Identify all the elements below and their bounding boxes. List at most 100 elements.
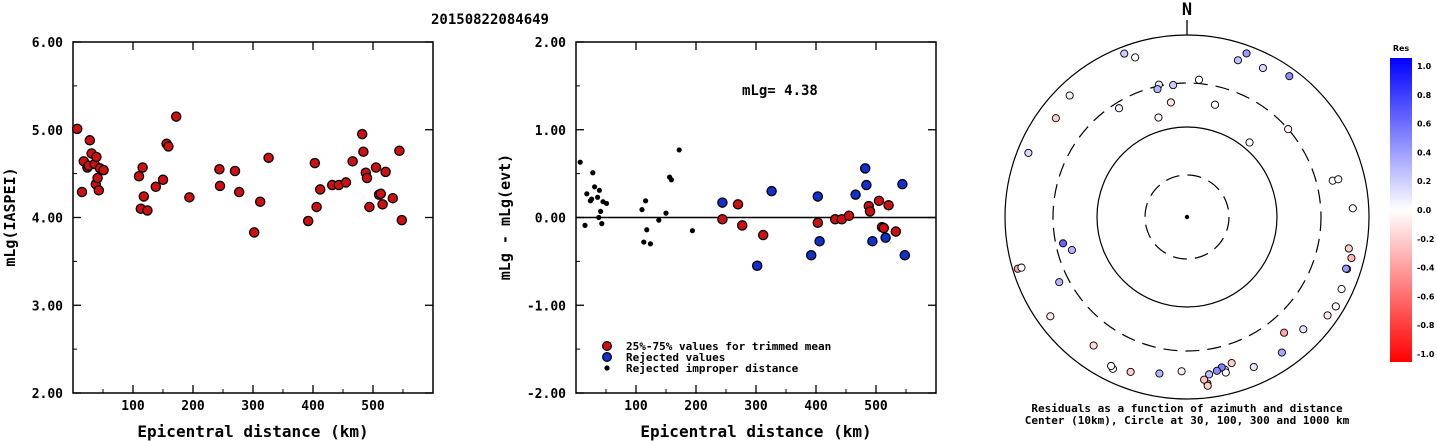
- data-point: [377, 199, 388, 210]
- residual-point: [1200, 375, 1209, 384]
- data-point: [98, 164, 109, 176]
- data-point: [878, 222, 890, 234]
- data-point-improper-distance: [584, 191, 590, 197]
- data-point: [387, 192, 399, 204]
- data-point-improper-distance: [598, 208, 604, 214]
- colorbar-tick-label: 0.4: [1417, 148, 1432, 157]
- data-point: [138, 191, 150, 202]
- residual-point: [1131, 53, 1140, 62]
- data-point: [364, 201, 375, 213]
- data-point: [170, 111, 182, 122]
- residual-point: [1194, 75, 1204, 84]
- data-point: [254, 196, 266, 207]
- residual-point: [1177, 367, 1186, 376]
- data-point-improper-distance: [582, 222, 588, 228]
- ring-300km: [1052, 82, 1322, 352]
- data-point-rejected: [766, 185, 777, 197]
- data-point-rejected: [812, 191, 824, 202]
- x-tick-label: 500: [864, 399, 888, 414]
- epicenter-marker: [1184, 214, 1190, 220]
- data-point: [732, 199, 744, 210]
- data-point: [358, 146, 369, 157]
- data-point: [314, 184, 326, 195]
- residual-point: [1051, 114, 1060, 123]
- data-point: [843, 210, 855, 221]
- residual-point: [1277, 348, 1286, 357]
- chart-2-y-axis-label: mLg - mLg(evt): [496, 154, 514, 280]
- data-point: [873, 195, 885, 207]
- ring-1000km: [1004, 34, 1370, 400]
- x-tick-label: 100: [624, 399, 648, 414]
- residual-point: [1337, 285, 1346, 294]
- data-point-improper-distance: [668, 177, 675, 183]
- data-point-improper-distance: [643, 198, 649, 204]
- residual-point: [1212, 366, 1221, 375]
- residual-point: [1249, 362, 1258, 372]
- data-point-rejected: [805, 249, 817, 261]
- residual-point: [1126, 367, 1135, 376]
- data-point-improper-distance: [676, 147, 682, 153]
- data-point-improper-distance: [663, 210, 669, 216]
- data-point: [214, 163, 225, 175]
- residual-point: [1155, 369, 1164, 378]
- data-point-rejected: [814, 235, 825, 247]
- colorbar-tick-label: 0.8: [1417, 91, 1432, 100]
- data-point: [396, 214, 408, 226]
- data-point-improper-distance: [596, 214, 602, 221]
- residual-point: [1299, 325, 1308, 334]
- residual-point: [1065, 91, 1074, 100]
- x-tick-label: 400: [804, 399, 828, 414]
- data-point: [302, 215, 314, 227]
- residual-point: [1227, 359, 1236, 368]
- colorbar-tick-label: 0.0: [1417, 206, 1432, 215]
- data-point-improper-distance: [595, 194, 601, 200]
- chart-1: 100 200 300 400 500 2.00 3.00 4.00 5.00 6.00 mLg(…: [1, 36, 434, 441]
- residual-point: [1203, 381, 1212, 390]
- data-point-improper-distance: [644, 227, 650, 233]
- data-point: [309, 157, 321, 169]
- data-point: [347, 156, 358, 167]
- data-point: [184, 192, 195, 203]
- data-point: [92, 172, 103, 184]
- legend-label: Rejected improper distance: [626, 362, 799, 375]
- legend-label: 25%-75% values for trimmed mean: [626, 340, 831, 353]
- data-point: [375, 188, 387, 200]
- data-point-improper-distance: [639, 207, 645, 213]
- residual-point: [1089, 341, 1098, 350]
- residual-point: [1284, 125, 1293, 134]
- north-label: N: [1182, 0, 1192, 20]
- data-point: [736, 220, 748, 231]
- data-point-rejected: [861, 179, 872, 191]
- y-tick-label: -1.00: [527, 299, 566, 314]
- data-point-rejected: [897, 178, 908, 190]
- data-point: [91, 151, 102, 163]
- residual-point: [1258, 63, 1267, 73]
- data-point-rejected: [850, 189, 861, 200]
- data-point: [883, 199, 894, 211]
- residual-point: [1285, 72, 1294, 81]
- residual-point: [1114, 104, 1124, 113]
- residual-point: [1055, 278, 1064, 287]
- residual-point: [1334, 175, 1343, 184]
- chart-3: N Residuals as a function of azimuth and…: [1004, 0, 1370, 427]
- residual-point: [1245, 138, 1254, 147]
- data-point-improper-distance: [604, 200, 610, 207]
- polar-caption-line-1: Residuals as a function of azimuth and d…: [1031, 402, 1343, 415]
- data-point-improper-distance: [656, 217, 662, 223]
- residual-point: [1107, 361, 1116, 371]
- legend-marker: [604, 365, 610, 371]
- data-point: [150, 181, 162, 193]
- residual-point: [1242, 49, 1251, 58]
- data-point-improper-distance: [590, 170, 596, 176]
- residual-point: [1024, 148, 1033, 157]
- residual-point: [1347, 253, 1356, 263]
- residual-point: [1323, 311, 1332, 320]
- residual-point: [1233, 56, 1242, 65]
- colorbar-title: Res: [1393, 44, 1410, 53]
- chart-1-y-axis-label: mLg(IASPEI): [1, 167, 19, 266]
- colorbar-tick-label: -0.2: [1417, 235, 1435, 244]
- legend-marker: [601, 352, 612, 363]
- data-point: [93, 185, 105, 196]
- colorbar-tick-label: 0.2: [1417, 177, 1431, 186]
- data-point-improper-distance: [689, 228, 696, 234]
